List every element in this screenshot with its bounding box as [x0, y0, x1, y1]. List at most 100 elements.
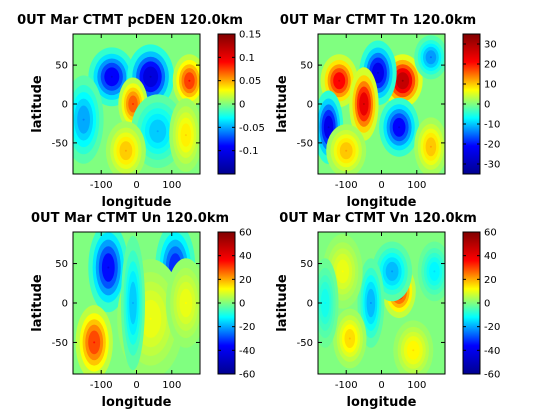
subplot-1: -100 0 100 50 0 -50 0UT Mar CTMT pcDEN 120.0km… [17, 13, 265, 210]
x-tick-label: 0 [133, 180, 139, 191]
colorbar-tick-label: -20 [484, 322, 500, 333]
subplot-title: 0UT Mar CTMT Tn 120.0km [280, 13, 476, 28]
contour-feature-1-level-6 [338, 79, 341, 82]
y-tick-label: 50 [55, 61, 68, 72]
subplot-title: 0UT Mar CTMT pcDEN 120.0km [17, 13, 243, 28]
y-tick-label: -50 [297, 338, 313, 349]
contour-feature-2-level-6 [391, 270, 394, 273]
contour-feature-2-level-6 [401, 79, 404, 82]
x-axis-label: longitude [102, 395, 172, 410]
contour-feature-4-level-6 [362, 103, 365, 105]
x-tick-label: 100 [407, 180, 426, 191]
contour-feature-5-level-6 [82, 118, 85, 121]
x-tick-label: -100 [90, 380, 113, 391]
colorbar-tick-label: 0.05 [239, 76, 261, 87]
x-tick-label: -100 [335, 380, 358, 391]
y-tick-label: 50 [55, 259, 68, 270]
y-tick-label: 50 [300, 61, 313, 72]
colorbar-tick-label: -60 [484, 370, 500, 381]
contour-feature-3-level-6 [369, 302, 372, 304]
colorbar-tick-label: -0.05 [239, 123, 265, 134]
contour-feature-3-level-6 [377, 71, 379, 74]
x-tick-label: 0 [378, 380, 384, 391]
contour-feature-6-level-6 [156, 130, 159, 133]
field-contours [75, 232, 200, 374]
contour-feature-8-level-6 [345, 149, 348, 152]
subplot-4: -100 0 100 50 0 -50 0UT Mar CTMT Vn 120.0km lon… [275, 211, 500, 410]
contour-feature-5-level-6 [132, 302, 134, 304]
contour-feature-1-level-6 [107, 266, 110, 269]
colorbar-tick-label: -40 [239, 346, 255, 357]
field-contours [73, 44, 200, 174]
y-tick-label: 50 [300, 259, 313, 270]
colorbar-tick-label: -20 [239, 322, 255, 333]
colorbar-tick-label: 0 [484, 299, 490, 310]
colorbar-tick-label: 10 [484, 80, 497, 91]
contour-feature-6-level-6 [398, 126, 401, 129]
subplot-title: 0UT Mar CTMT Vn 120.0km [279, 211, 477, 226]
colorbar-tick-label: 60 [484, 228, 497, 239]
colorbar-tick-label: 0 [484, 100, 490, 111]
colorbar-tick-label: -60 [239, 370, 255, 381]
x-tick-label: -100 [90, 180, 113, 191]
colorbar-tick-label: 40 [239, 251, 252, 262]
field-contours [318, 35, 445, 174]
colorbar-tick-label: 20 [239, 275, 252, 286]
colorbar-tick-label: -10 [484, 120, 500, 131]
x-tick-label: 100 [407, 380, 426, 391]
y-tick-label: 0 [307, 299, 313, 310]
contour-feature-2-level-6 [149, 75, 152, 78]
contour-feature-1-level-6 [110, 75, 113, 78]
colorbar-tick-label: -40 [484, 346, 500, 357]
y-tick-label: -50 [52, 338, 68, 349]
contour-feature-7-level-6 [433, 270, 436, 273]
y-axis-label: latitude [30, 274, 45, 332]
x-axis-label: longitude [347, 195, 417, 210]
colorbar-tick-label: 0.15 [239, 30, 261, 41]
contour-feature-8-level-6 [184, 134, 187, 137]
contour-feature-3-level-6 [188, 79, 191, 82]
y-tick-label: 0 [62, 100, 68, 111]
subplot-3: -100 0 100 50 0 -50 0UT Mar CTMT Un 120.0km lon… [30, 211, 255, 410]
x-tick-label: 0 [378, 180, 384, 191]
x-tick-label: 100 [162, 380, 181, 391]
x-axis-label: longitude [102, 195, 172, 210]
contour-feature-4-level-6 [149, 317, 152, 320]
contour-feature-8-level-6 [324, 302, 327, 304]
y-tick-label: -50 [52, 138, 68, 149]
colorbar-tick-label: 0 [239, 100, 245, 111]
y-tick-label: 0 [62, 299, 68, 310]
contour-feature-5-level-6 [348, 337, 351, 340]
colorbar-tick-label: 60 [239, 228, 252, 239]
contour-feature-5-level-6 [327, 126, 330, 129]
contour-feature-7-level-6 [124, 149, 127, 152]
colorbar-tick-label: 40 [484, 251, 497, 262]
x-tick-label: 0 [133, 380, 139, 391]
x-tick-label: 100 [162, 180, 181, 191]
contour-feature-9-level-6 [429, 145, 432, 148]
subplot-title: 0UT Mar CTMT Un 120.0km [31, 211, 229, 226]
contour-feature-6-level-6 [184, 302, 187, 304]
colorbar-tick-label: 20 [484, 60, 497, 71]
x-axis-label: longitude [347, 395, 417, 410]
contour-feature-3-level-6 [93, 341, 96, 344]
contour-feature-7-level-6 [429, 56, 432, 59]
y-tick-label: 0 [307, 100, 313, 111]
contour-feature-6-level-6 [412, 349, 415, 352]
contour-feature-4-level-6 [341, 270, 344, 273]
y-axis-label: latitude [275, 274, 290, 332]
colorbar-tick-label: 0.1 [239, 53, 255, 64]
contour-feature-4-level-6 [132, 103, 134, 105]
x-tick-label: -100 [335, 180, 358, 191]
colorbar-tick-label: -0.1 [239, 146, 259, 157]
colorbar-tick-label: 20 [484, 275, 497, 286]
field-contours [318, 234, 445, 374]
colorbar-tick-label: 30 [484, 40, 497, 51]
colorbar-tick-label: -30 [484, 160, 500, 171]
y-tick-label: -50 [297, 138, 313, 149]
y-axis-label: latitude [30, 75, 45, 133]
colorbar-tick-label: 0 [239, 299, 245, 310]
colorbar-tick-label: -20 [484, 140, 500, 151]
